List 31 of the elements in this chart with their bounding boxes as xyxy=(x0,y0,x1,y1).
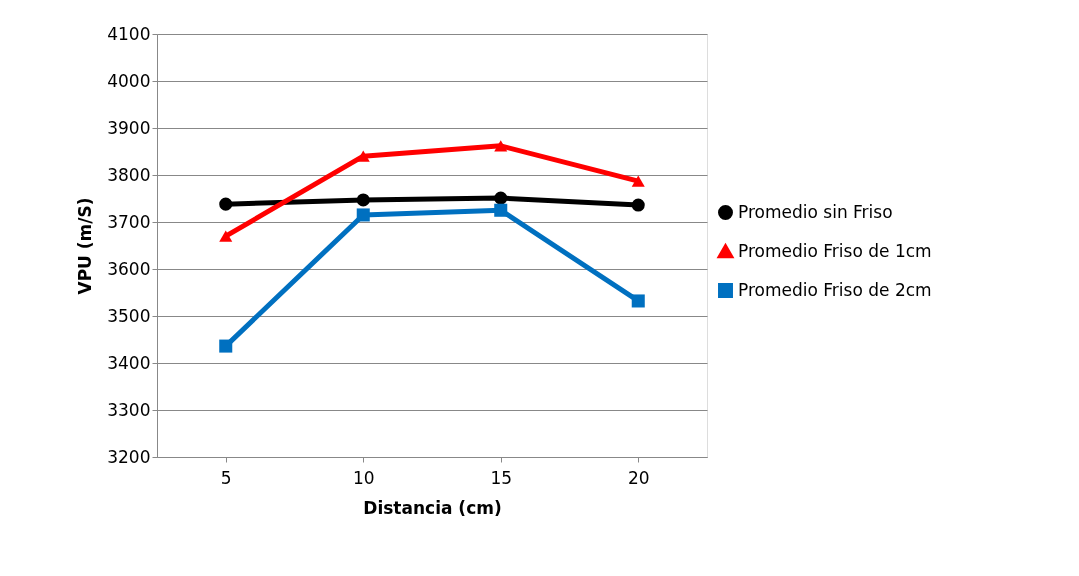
point xyxy=(219,197,233,211)
x-tick-label: 15 xyxy=(490,467,513,488)
legend-label: Promedio sin Friso xyxy=(738,201,893,222)
point xyxy=(219,230,233,242)
point xyxy=(631,175,645,187)
legend-label: Promedio Friso de 1cm xyxy=(738,240,932,261)
point xyxy=(356,208,370,222)
y-axis-title: VPU (m/S) xyxy=(75,197,96,295)
x-axis-title: Distancia (cm) xyxy=(363,497,502,518)
x-tick-label: 5 xyxy=(220,467,232,488)
y-tick-label: 3700 xyxy=(107,211,151,232)
point xyxy=(631,294,645,308)
point xyxy=(494,203,508,217)
y-tick-label: 3500 xyxy=(107,305,151,326)
point xyxy=(356,193,370,207)
point xyxy=(494,191,508,205)
y-tick-label: 4000 xyxy=(107,70,151,91)
point xyxy=(494,140,508,152)
point xyxy=(631,198,645,212)
point xyxy=(356,150,370,162)
y-tick-label: 3400 xyxy=(107,352,151,373)
point xyxy=(219,339,233,353)
y-tick-label: 3600 xyxy=(107,258,151,279)
y-tick-label: 3200 xyxy=(107,446,151,467)
y-tick-label: 3900 xyxy=(107,117,151,138)
legend-label: Promedio Friso de 2cm xyxy=(738,279,932,300)
y-tick-label: 4100 xyxy=(107,23,151,44)
y-tick-label: 3300 xyxy=(107,399,151,420)
y-tick-label: 3800 xyxy=(107,164,151,185)
x-tick-label: 20 xyxy=(627,467,650,488)
x-tick-label: 10 xyxy=(352,467,375,488)
